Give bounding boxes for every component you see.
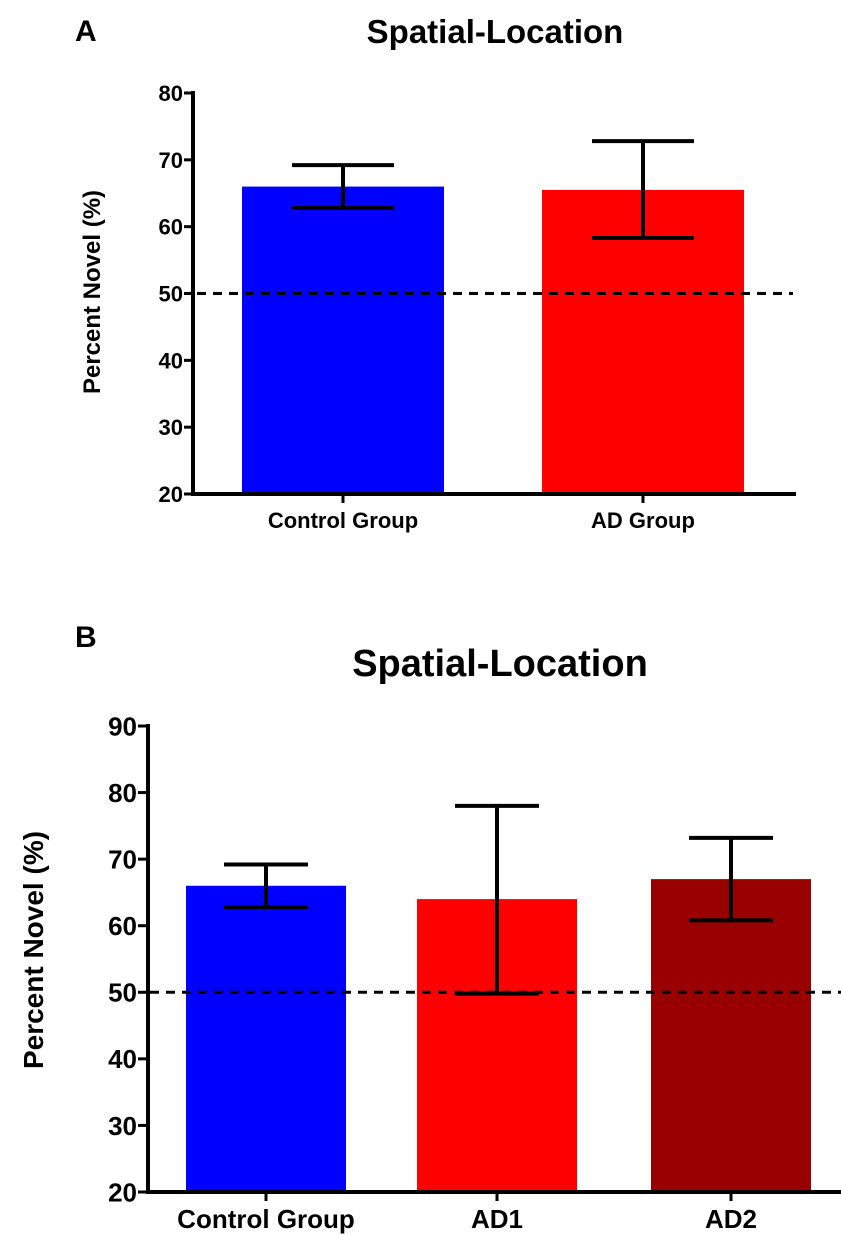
x-tick-label: AD Group (591, 508, 695, 533)
x-tick-label: Control Group (177, 1204, 355, 1234)
bar (542, 189, 744, 495)
y-tick-label: 40 (108, 1044, 137, 1074)
panel-b: B Spatial-Location Percent Novel (%) 20 3… (18, 621, 841, 1234)
y-tick-label: 60 (159, 215, 183, 240)
y-tick-label: 40 (159, 348, 183, 373)
y-tick-label: 90 (108, 711, 137, 741)
x-tick-label: AD2 (705, 1204, 757, 1234)
y-tick-label: 60 (108, 911, 137, 941)
bar (651, 879, 811, 1192)
y-tick-label: 80 (108, 778, 137, 808)
panel-letter: A (75, 15, 97, 48)
y-axis-label: Percent Novel (%) (18, 831, 49, 1069)
y-tick-label: 70 (108, 845, 137, 875)
chart-title: Spatial-Location (352, 643, 648, 685)
y-tick-label: 50 (108, 978, 137, 1008)
y-tick-label: 70 (159, 148, 183, 173)
y-tick-label: 30 (108, 1111, 137, 1141)
y-tick-label: 50 (159, 281, 183, 306)
chart-title: Spatial-Location (367, 13, 624, 50)
y-tick-label: 80 (159, 81, 183, 106)
panel-letter: B (75, 621, 97, 654)
y-tick-label: 30 (159, 415, 183, 440)
y-tick-label: 20 (108, 1177, 137, 1207)
x-tick-label: Control Group (268, 508, 418, 533)
bar (242, 186, 444, 495)
panel-a: A Spatial-Location Percent Novel (%) 20 3… (75, 13, 796, 533)
bar (186, 885, 346, 1192)
y-tick-label: 20 (159, 482, 183, 507)
y-axis-label: Percent Novel (%) (79, 190, 106, 394)
x-tick-label: AD1 (471, 1204, 523, 1234)
